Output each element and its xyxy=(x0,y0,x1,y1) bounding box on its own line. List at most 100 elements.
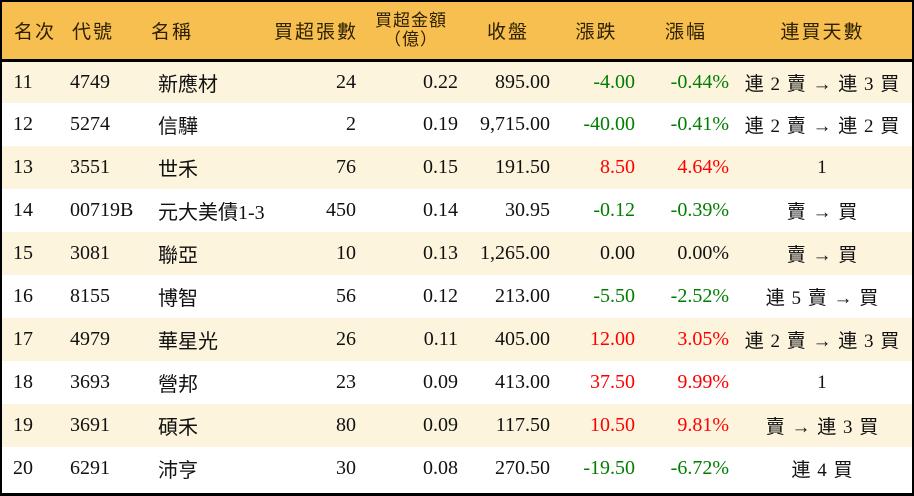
data-table: 名次 代號 名稱 買超張數 買超金額 （億） 收盤 漲跌 漲幅 連買天數 11 4749 新應材 24 0… xyxy=(2,2,912,490)
column-header-amount: 買超金額 （億） xyxy=(360,2,462,62)
cell-streak: 連 5 賣 → 買 xyxy=(765,288,880,309)
cell-close: 9,715.00 xyxy=(480,113,550,135)
cell-amount: 0.22 xyxy=(423,70,458,93)
column-header-change: 漲跌 xyxy=(554,2,639,62)
cell-amount: 0.13 xyxy=(423,242,458,264)
cell-name: 博智 xyxy=(158,288,198,310)
cell-code: 5274 xyxy=(70,113,110,135)
cell-change_pct: -0.39% xyxy=(670,199,729,221)
cell-amount: 0.14 xyxy=(423,199,458,221)
cell-rank: 15 xyxy=(13,242,33,264)
cell-close: 895.00 xyxy=(495,70,550,93)
cell-change: 0.00 xyxy=(600,242,635,264)
cell-streak: 賣 → 買 xyxy=(786,245,859,266)
cell-change_pct: -0.41% xyxy=(670,113,729,135)
cell-close: 117.50 xyxy=(495,414,550,436)
table-header: 名次 代號 名稱 買超張數 買超金額 （億） 收盤 漲跌 漲幅 連買天數 xyxy=(2,2,912,62)
cell-name: 沛亨 xyxy=(158,460,198,482)
cell-name: 世禾 xyxy=(158,159,198,181)
cell-volume: 26 xyxy=(336,328,356,350)
cell-volume: 30 xyxy=(336,457,356,479)
cell-volume: 10 xyxy=(336,242,356,264)
cell-streak: 連 4 買 xyxy=(791,460,854,481)
cell-change_pct: 9.99% xyxy=(677,371,729,393)
cell-close: 270.50 xyxy=(495,457,550,479)
cell-volume: 2 xyxy=(346,113,356,135)
cell-streak: 連 2 賣 → 連 3 買 xyxy=(744,331,901,352)
cell-streak: 賣 → 買 xyxy=(786,202,859,223)
cell-streak: 連 2 賣 → 連 2 買 xyxy=(744,116,901,137)
cell-name: 營邦 xyxy=(158,374,198,396)
cell-change: 12.00 xyxy=(590,328,635,350)
cell-amount: 0.11 xyxy=(423,328,458,350)
cell-streak: 1 xyxy=(817,371,828,393)
cell-code: 3081 xyxy=(70,242,110,264)
cell-change_pct: -6.72% xyxy=(670,457,729,479)
table-row: 14 00719B 元大美債1-3 450 0.14 30.95 -0.12 -0.39% 賣 … xyxy=(2,189,912,232)
column-header-streak: 連買天數 xyxy=(733,2,912,62)
table-row: 12 5274 信驊 2 0.19 9,715.00 -40.00 -0.41% 連 2 賣 →… xyxy=(2,103,912,146)
cell-close: 413.00 xyxy=(495,371,550,393)
cell-streak: 連 2 賣 → 連 3 買 xyxy=(744,73,901,95)
cell-change_pct: 0.00% xyxy=(677,242,729,264)
column-header-rank: 名次 xyxy=(2,2,58,62)
cell-change: -5.50 xyxy=(593,285,635,307)
cell-volume: 56 xyxy=(336,285,356,307)
cell-code: 3551 xyxy=(70,156,110,178)
cell-amount: 0.19 xyxy=(423,113,458,135)
cell-volume: 450 xyxy=(326,199,356,221)
cell-change: 8.50 xyxy=(600,156,635,178)
cell-rank: 17 xyxy=(13,328,33,350)
cell-change: -4.00 xyxy=(593,70,635,93)
table-row: 16 8155 博智 56 0.12 213.00 -5.50 -2.52% 連 5 賣 → 買 xyxy=(2,275,912,318)
cell-streak: 1 xyxy=(817,156,828,178)
cell-streak: 賣 → 連 3 買 xyxy=(765,417,880,438)
cell-rank: 19 xyxy=(13,414,33,436)
cell-change_pct: 9.81% xyxy=(677,414,729,436)
cell-close: 1,265.00 xyxy=(480,242,550,264)
cell-name: 聯亞 xyxy=(158,245,198,267)
table-row: 13 3551 世禾 76 0.15 191.50 8.50 4.64% 1 xyxy=(2,146,912,189)
cell-rank: 14 xyxy=(13,199,33,221)
cell-change_pct: -0.44% xyxy=(670,70,729,93)
cell-name: 元大美債1-3 xyxy=(158,202,265,224)
cell-name: 信驊 xyxy=(158,116,198,138)
table-row: 15 3081 聯亞 10 0.13 1,265.00 0.00 0.00% 賣 → 買 xyxy=(2,232,912,275)
table-row: 11 4749 新應材 24 0.22 895.00 -4.00 -0.44% 連 2 賣 → … xyxy=(2,60,912,103)
cell-volume: 24 xyxy=(336,70,356,93)
cell-rank: 13 xyxy=(13,156,33,178)
column-header-name: 名稱 xyxy=(146,2,272,62)
cell-change: 10.50 xyxy=(590,414,635,436)
cell-change_pct: 4.64% xyxy=(677,156,729,178)
cell-change_pct: -2.52% xyxy=(670,285,729,307)
cell-code: 3693 xyxy=(70,371,110,393)
cell-rank: 20 xyxy=(13,457,33,479)
cell-code: 4979 xyxy=(70,328,110,350)
cell-close: 213.00 xyxy=(495,285,550,307)
cell-volume: 76 xyxy=(336,156,356,178)
cell-change: -19.50 xyxy=(583,457,635,479)
cell-amount: 0.15 xyxy=(423,156,458,178)
cell-rank: 11 xyxy=(13,70,33,93)
cell-close: 191.50 xyxy=(495,156,550,178)
column-header-change_pct: 漲幅 xyxy=(639,2,733,62)
cell-code: 8155 xyxy=(70,285,110,307)
cell-name: 新應材 xyxy=(158,73,218,96)
cell-name: 碩禾 xyxy=(158,417,198,439)
cell-code: 4749 xyxy=(70,70,110,93)
column-header-close: 收盤 xyxy=(462,2,554,62)
cell-code: 6291 xyxy=(70,457,110,479)
cell-volume: 80 xyxy=(336,414,356,436)
table-row: 19 3691 碩禾 80 0.09 117.50 10.50 9.81% 賣 → 連 3 買 xyxy=(2,404,912,447)
table-row: 20 6291 沛亨 30 0.08 270.50 -19.50 -6.72% 連 4 買 xyxy=(2,447,912,490)
cell-code: 00719B xyxy=(70,199,134,221)
header-row: 名次 代號 名稱 買超張數 買超金額 （億） 收盤 漲跌 漲幅 連買天數 xyxy=(2,2,912,62)
cell-amount: 0.09 xyxy=(423,371,458,393)
cell-close: 405.00 xyxy=(495,328,550,350)
cell-change_pct: 3.05% xyxy=(677,328,729,350)
cell-name: 華星光 xyxy=(158,331,218,353)
cell-volume: 23 xyxy=(336,371,356,393)
cell-amount: 0.12 xyxy=(423,285,458,307)
table-row: 18 3693 營邦 23 0.09 413.00 37.50 9.99% 1 xyxy=(2,361,912,404)
